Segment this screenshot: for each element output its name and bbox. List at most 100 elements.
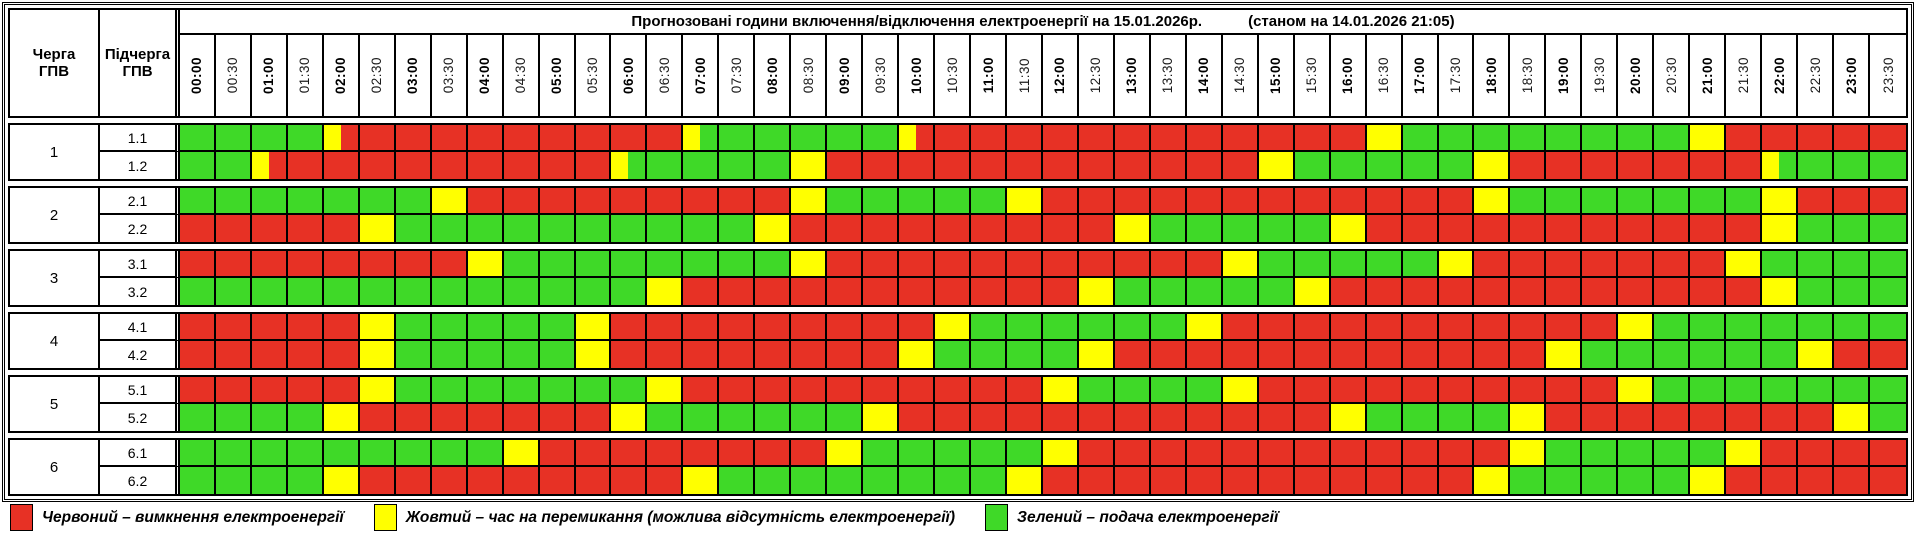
schedule-cell	[1078, 404, 1115, 431]
schedule-cell	[1330, 377, 1367, 404]
schedule-cell	[755, 341, 792, 368]
queue-number: 4	[10, 314, 100, 368]
schedule-cell	[1042, 125, 1079, 152]
schedule-cell	[1510, 278, 1547, 305]
schedule-cell	[1150, 278, 1187, 305]
schedule-cell	[215, 188, 252, 215]
time-label: 12:00	[1052, 56, 1068, 95]
schedule-cell	[827, 188, 864, 215]
schedule-cell	[719, 467, 756, 494]
time-column-header: 20:30	[1654, 35, 1691, 116]
schedule-cell	[1222, 377, 1259, 404]
schedule-cell	[1150, 152, 1187, 179]
time-column-header: 21:00	[1690, 35, 1727, 116]
schedule-cell	[180, 188, 216, 215]
schedule-cell	[1690, 125, 1727, 152]
schedule-cell	[1834, 188, 1871, 215]
schedule-cell	[611, 251, 648, 278]
schedule-cell	[1726, 314, 1763, 341]
schedule-cell	[1474, 341, 1511, 368]
schedule-cell	[755, 377, 792, 404]
time-label: 17:30	[1448, 57, 1463, 94]
schedule-cell	[359, 314, 396, 341]
schedule-cell	[1114, 377, 1151, 404]
time-label: 23:00	[1843, 56, 1859, 95]
schedule-cell	[1798, 215, 1835, 242]
schedule-cell	[1438, 377, 1475, 404]
schedule-cell	[647, 152, 684, 179]
schedule-cell	[1726, 251, 1763, 278]
time-column-header: 10:30	[935, 35, 972, 116]
schedule-cell	[719, 188, 756, 215]
schedule-cell	[1798, 377, 1835, 404]
schedule-cell	[1402, 467, 1439, 494]
schedule-cell	[1366, 251, 1403, 278]
schedule-cell	[899, 251, 936, 278]
schedule-cell	[863, 467, 900, 494]
schedule-cell	[1654, 440, 1691, 467]
schedule-cell	[395, 377, 432, 404]
legend-label: Зелений – подача електроенергії	[1017, 508, 1279, 526]
schedule-cell	[323, 152, 360, 179]
schedule-cell	[1546, 188, 1583, 215]
time-label: 04:30	[513, 57, 529, 94]
schedule-cell	[1762, 125, 1799, 152]
subqueue-number: 1.2	[100, 152, 180, 179]
queue-group-4: 4 4.1 4.2	[8, 312, 1908, 370]
schedule-cell	[503, 215, 540, 242]
schedule-cell	[971, 341, 1008, 368]
schedule-cell	[611, 467, 648, 494]
schedule-cell	[1798, 404, 1835, 431]
schedule-cell	[791, 188, 828, 215]
schedule-cell	[719, 440, 756, 467]
schedule-cell	[1654, 377, 1691, 404]
schedule-cell	[1114, 251, 1151, 278]
schedule-cell	[1007, 377, 1043, 404]
schedule-cell	[1402, 152, 1439, 179]
schedule-cell	[467, 125, 504, 152]
schedule-cell	[1150, 377, 1187, 404]
schedule-cell	[575, 467, 612, 494]
schedule-cell	[503, 467, 540, 494]
schedule-cell	[899, 341, 936, 368]
schedule-cell	[935, 125, 972, 152]
schedule-cell	[1258, 251, 1295, 278]
time-label: 03:00	[405, 56, 421, 95]
schedule-cell	[287, 215, 324, 242]
schedule-cell	[539, 215, 576, 242]
schedule-cell	[935, 377, 972, 404]
schedule-cell	[1870, 404, 1906, 431]
schedule-cell	[1186, 314, 1223, 341]
schedule-cell	[1186, 251, 1223, 278]
time-column-header: 11:00	[971, 35, 1008, 116]
schedule-cell	[1762, 467, 1799, 494]
schedule-cell	[1762, 251, 1799, 278]
schedule-cell	[323, 404, 360, 431]
schedule-cell	[755, 251, 792, 278]
schedule-cell	[287, 314, 324, 341]
schedule-cell	[323, 251, 360, 278]
schedule-cell	[1438, 440, 1475, 467]
schedule-cell	[539, 404, 576, 431]
schedule-cell	[863, 251, 900, 278]
time-label: 20:30	[1663, 57, 1679, 94]
schedule-cell	[180, 377, 216, 404]
schedule-cell	[323, 125, 360, 152]
schedule-cell	[215, 125, 252, 152]
legend-swatch-g	[985, 504, 1008, 531]
schedule-cell	[1762, 152, 1799, 179]
page-title: Прогнозовані години включення/відключенн…	[631, 13, 1203, 30]
schedule-cell	[971, 440, 1008, 467]
schedule-cell	[899, 188, 936, 215]
time-column-header: 03:30	[432, 35, 468, 116]
schedule-cell	[647, 467, 684, 494]
schedule-cell	[1042, 377, 1079, 404]
schedule-cell	[359, 215, 396, 242]
schedule-cell	[719, 125, 756, 152]
schedule-cell	[215, 404, 252, 431]
schedule-cell	[1007, 188, 1043, 215]
schedule-cell	[575, 215, 612, 242]
time-column-header: 14:30	[1223, 35, 1259, 116]
time-label: 04:00	[477, 56, 493, 95]
time-column-header: 05:00	[540, 35, 576, 116]
